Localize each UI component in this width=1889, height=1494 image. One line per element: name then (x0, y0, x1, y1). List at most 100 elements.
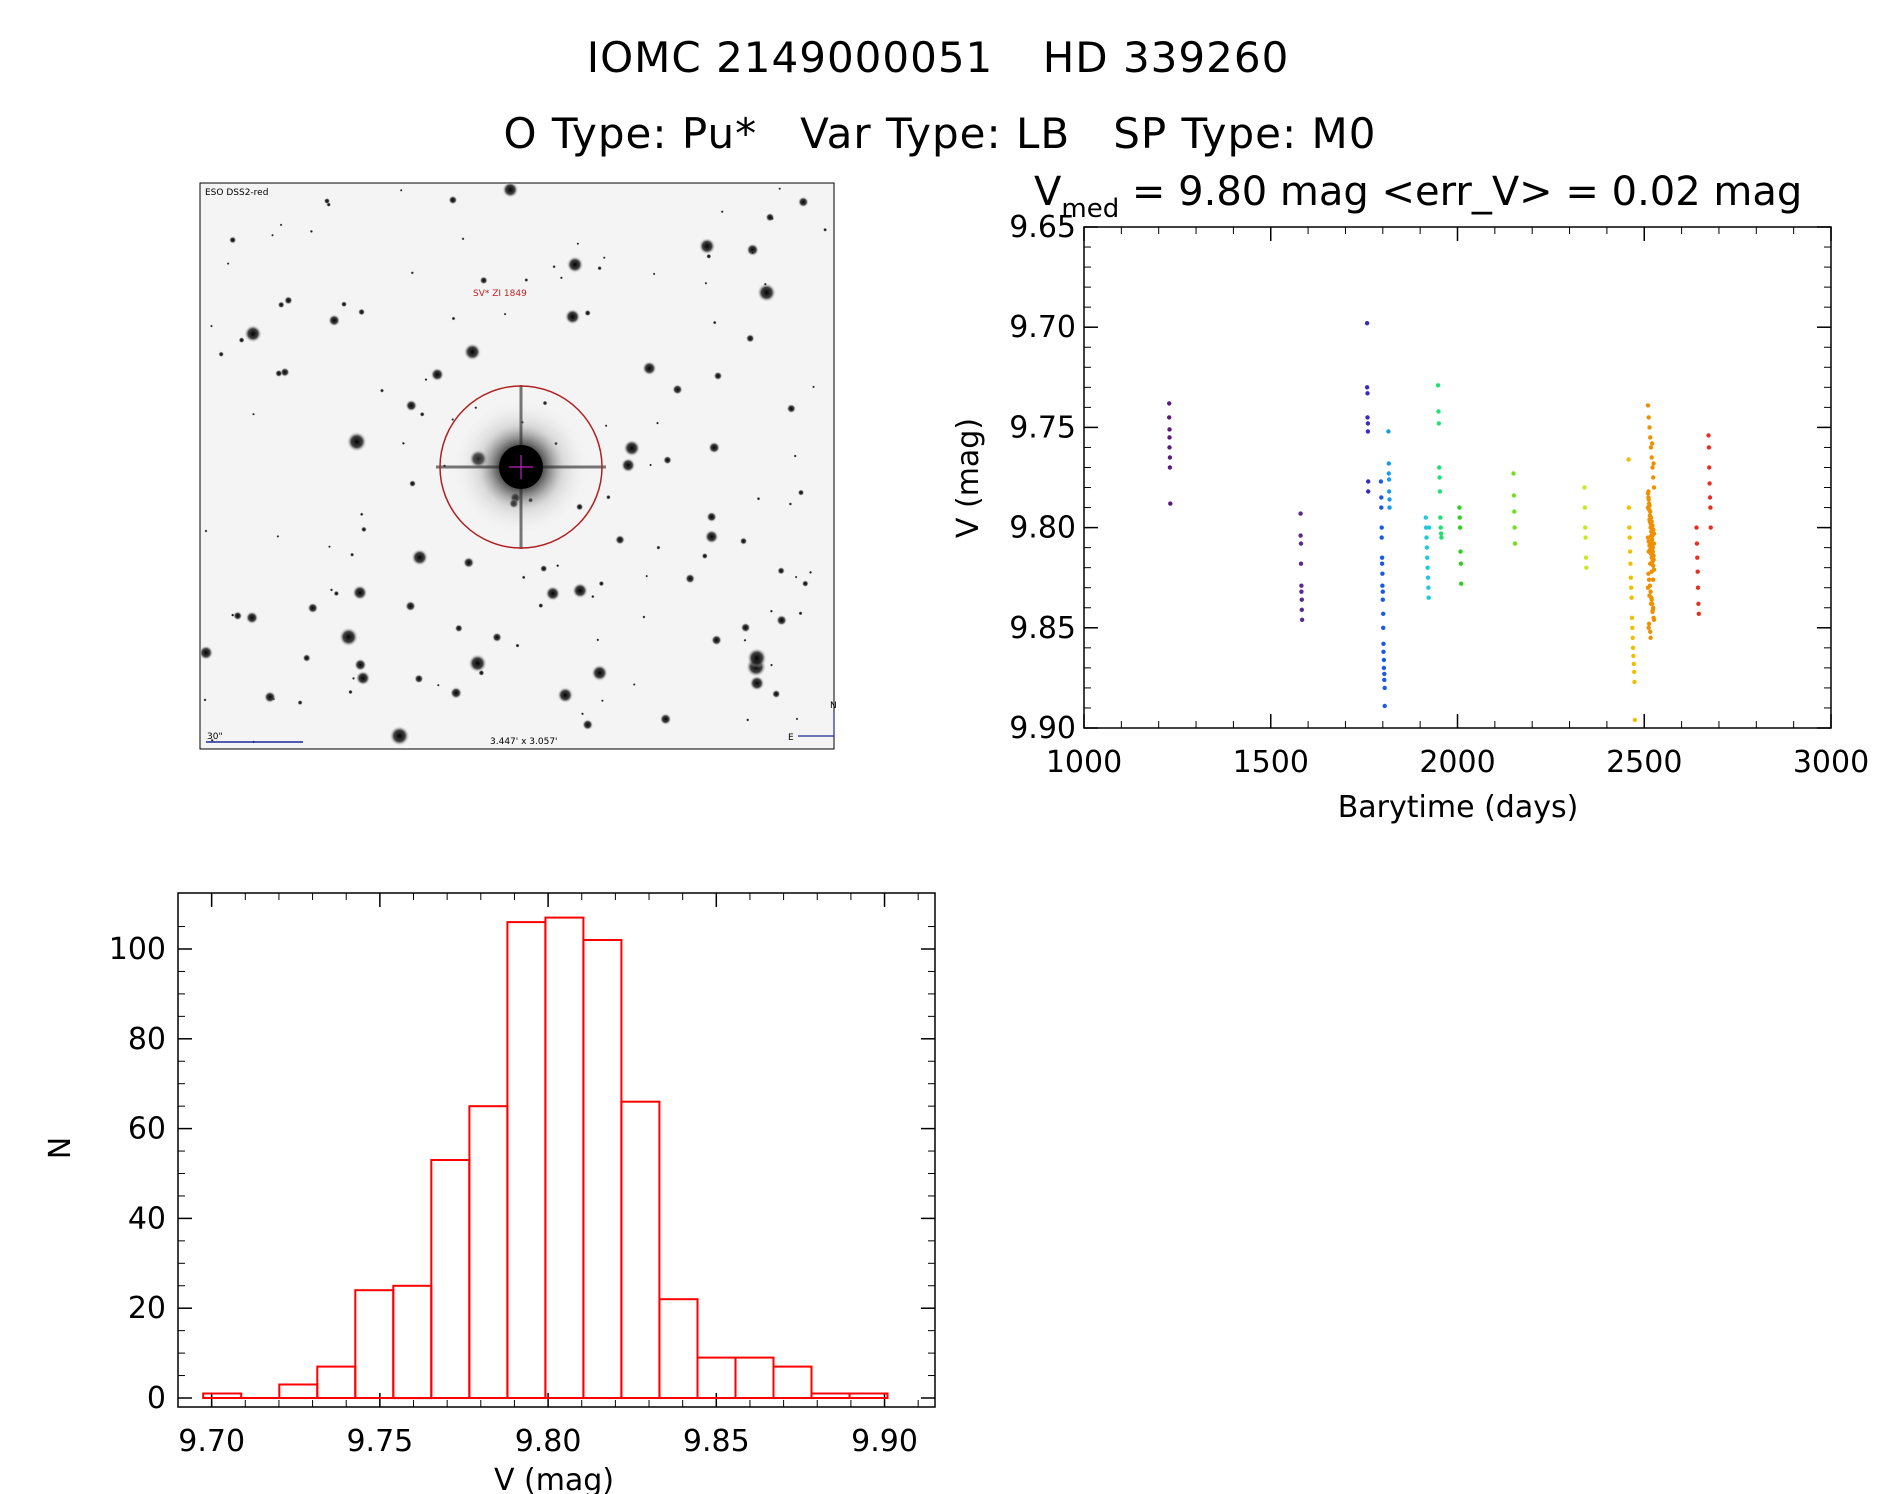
lc-y-tick-label: 9.70 (1009, 310, 1076, 345)
lc-data-point (1512, 525, 1517, 530)
lc-data-point (1631, 653, 1636, 659)
lc-data-point (1651, 461, 1656, 466)
sky-star (204, 529, 208, 533)
hist-y-tick-label: 100 (109, 932, 166, 967)
lc-data-point (1299, 607, 1305, 612)
histogram-xlabel: V (mag) (494, 1463, 614, 1494)
lc-data-point (1512, 541, 1518, 546)
lc-data-point (1646, 625, 1651, 630)
lc-data-point (1626, 505, 1632, 510)
lc-data-point (1167, 435, 1172, 440)
sky-star (659, 713, 672, 725)
histogram-bar (430, 1159, 471, 1399)
lc-data-point (1648, 601, 1654, 606)
hist-y-tick-label: 80 (128, 1022, 166, 1057)
lc-data-point (1630, 645, 1636, 650)
sky-star (545, 585, 561, 602)
sky-star (329, 588, 334, 592)
lc-data-point (1646, 549, 1651, 554)
sky-star (740, 622, 751, 633)
lc-data-point (1695, 569, 1700, 574)
lc-data-point (1380, 583, 1385, 588)
sky-star (711, 634, 722, 646)
sky-star (655, 421, 660, 425)
lc-data-point (1648, 435, 1653, 440)
star-id-title: IOMC 2149000051 (587, 33, 994, 82)
lc-data-point (1364, 385, 1370, 390)
sky-star (302, 653, 311, 663)
lc-data-point (1436, 421, 1442, 426)
sky-star (200, 645, 214, 661)
sky-star (591, 594, 595, 599)
compass (798, 712, 835, 737)
lightcurve-ticks: 1000 1500 2000 2500 3000 9.65 9.70 9.75 9.80 9.85… (1009, 210, 1869, 780)
sky-star (771, 689, 781, 699)
lc-data-point (1630, 635, 1635, 640)
sky-star (275, 369, 283, 378)
histogram-bar (696, 1356, 737, 1399)
lc-data-point (1299, 597, 1305, 602)
histogram-bar (392, 1284, 433, 1400)
sky-star (706, 511, 717, 523)
sky-star (746, 647, 768, 669)
sky-image-panel: ESO DSS2-red SV* ZI 1849 30" 3.447' x 3.… (199, 182, 837, 750)
lc-data-point (1167, 427, 1172, 432)
sky-star (720, 210, 724, 214)
sky-star (352, 584, 368, 601)
sky-star (238, 337, 245, 344)
sky-star (360, 526, 367, 533)
sky-star (277, 301, 285, 309)
lc-data-point (1649, 441, 1655, 446)
sky-star (252, 412, 255, 416)
sky-star (448, 195, 458, 205)
lc-data-point (1365, 415, 1370, 420)
lc-data-point (1645, 403, 1651, 408)
sky-star (582, 719, 594, 731)
lc-data-point (1650, 533, 1655, 538)
lc-data-point (1381, 649, 1386, 654)
lc-data-point (1379, 535, 1384, 540)
sky-star (596, 638, 600, 642)
sky-star (769, 663, 774, 667)
sky-star (615, 534, 625, 545)
sky-star (349, 552, 355, 557)
sky-star (704, 529, 719, 544)
hist-x-tick-label: 9.80 (515, 1424, 582, 1459)
sky-star (399, 188, 403, 192)
sky-star (749, 675, 765, 691)
lc-data-point (1366, 479, 1371, 484)
lc-data-point (1437, 489, 1443, 494)
lc-data-point (1648, 561, 1653, 566)
lightcurve-title-rest: = 9.80 mag <err_V> = 0.02 mag (1119, 169, 1802, 215)
lc-data-point (1299, 617, 1305, 622)
sky-star (405, 399, 418, 412)
sky-star (203, 698, 207, 702)
lc-data-point (1651, 605, 1656, 610)
lc-data-point (1378, 479, 1384, 484)
histogram-bar (544, 916, 585, 1399)
compass-north-label: N (830, 701, 837, 711)
sky-star (642, 361, 657, 376)
lc-data-point (1299, 589, 1304, 594)
sky-star (706, 253, 712, 259)
lc-data-point (1648, 525, 1654, 530)
field-size-label: 3.447' x 3.057' (490, 737, 558, 747)
lc-data-point (1382, 703, 1387, 709)
sky-star (233, 611, 243, 621)
sky-star (328, 545, 331, 549)
lc-data-point (1629, 615, 1635, 620)
lc-data-point (1423, 515, 1429, 520)
histogram-ylabel: N (43, 1137, 78, 1159)
sky-star (355, 670, 371, 686)
lc-data-point (1629, 595, 1634, 600)
lc-data-point (1651, 557, 1656, 562)
lc-data-point (1382, 677, 1387, 683)
lc-data-point (1457, 525, 1463, 530)
lc-data-point (1379, 555, 1385, 560)
lc-data-point (1650, 545, 1656, 550)
object-label: SV* ZI 1849 (473, 289, 527, 299)
histogram-bar (772, 1365, 813, 1399)
sky-star (604, 424, 608, 428)
sky-star (340, 301, 348, 308)
